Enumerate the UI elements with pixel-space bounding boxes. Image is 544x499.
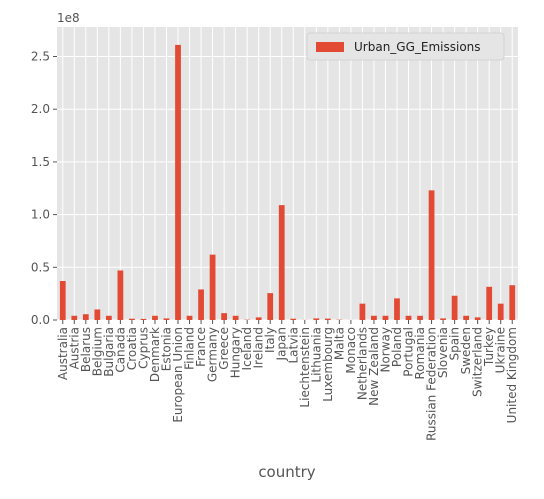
x-tick-label: Finland (183, 327, 197, 370)
y-axis: 0.0 0.5 1.0 1.5 2.0 2.5 (31, 50, 57, 327)
plot-background (57, 27, 518, 320)
x-tick-label: Ukraine (494, 327, 508, 373)
y-offset-label: 1e8 (57, 11, 80, 25)
bar (94, 309, 101, 320)
legend-swatch (316, 42, 344, 52)
x-tick-label: Australia (56, 327, 70, 380)
x-tick-label: Russian Federation (425, 327, 439, 441)
x-tick-label: United Kingdom (505, 327, 519, 423)
legend-label: Urban_GG_Emissions (354, 40, 481, 54)
bar (117, 270, 124, 320)
x-tick-label: Belarus (79, 327, 93, 372)
x-tick-label: Greece (217, 327, 231, 370)
x-tick-label: Estonia (159, 327, 173, 371)
y-tick-label: 1.5 (31, 155, 50, 169)
x-tick-label: Luxembourg (321, 327, 335, 402)
bar (440, 318, 446, 320)
bar (486, 286, 493, 320)
x-tick-label: Netherlands (355, 327, 369, 400)
bar (82, 314, 89, 320)
x-tick-label: Slovenia (436, 327, 450, 378)
bar (359, 303, 366, 320)
x-tick-label: Iceland (240, 327, 254, 370)
bar (451, 295, 458, 320)
x-tick-label: Cyprus (136, 327, 150, 369)
bar (290, 318, 297, 320)
bar (463, 315, 470, 320)
y-tick-label: 1.0 (31, 208, 50, 222)
bar (267, 293, 274, 320)
x-tick-label: European Union (171, 327, 185, 423)
legend-box (306, 32, 505, 61)
bar (209, 254, 216, 320)
bar (313, 318, 320, 320)
x-tick-label: Lithuania (309, 327, 323, 383)
x-axis-label: country (258, 463, 315, 481)
bar (405, 315, 412, 320)
bar (221, 313, 227, 320)
bar (129, 318, 135, 320)
x-tick-label: Croatia (125, 327, 139, 370)
x-tick-label: Portugal (402, 327, 416, 377)
bar (163, 318, 170, 320)
x-tick-label: Norway (378, 327, 392, 373)
x-tick-label: Hungary (229, 327, 243, 378)
x-tick-label: Malta (332, 327, 346, 360)
bar (186, 315, 193, 320)
bar (382, 315, 389, 320)
x-tick-label: New Zealand (367, 327, 381, 406)
bar (428, 190, 435, 320)
y-tick-label: 2.5 (31, 50, 50, 64)
x-tick-label: Germany (206, 327, 220, 382)
x-tick-label: Romania (413, 327, 427, 379)
x-tick-label: Sweden (459, 327, 473, 374)
x-tick-label: Bulgaria (102, 327, 116, 377)
bar (59, 281, 66, 320)
x-tick-label: Monaco (344, 327, 358, 374)
y-tick-label: 0.5 (31, 260, 50, 274)
x-tick-label: Denmark (148, 327, 162, 382)
x-tick-label: Switzerland (471, 327, 485, 397)
x-tick-label: Spain (448, 327, 462, 361)
x-tick-label: Ireland (252, 327, 266, 369)
bar (255, 317, 262, 320)
bar (175, 44, 181, 320)
x-tick-label: Poland (390, 327, 404, 367)
bar (152, 315, 158, 320)
x-tick-label: Japan (275, 327, 289, 361)
legend: Urban_GG_Emissions (306, 32, 505, 61)
bar (474, 317, 481, 320)
bar (105, 315, 112, 320)
bar (497, 303, 504, 320)
x-axis: AustraliaAustriaBelarusBelgiumBulgariaCa… (56, 320, 519, 441)
x-tick-label: Belgium (90, 327, 104, 376)
x-tick-label: Latvia (286, 327, 300, 364)
bar (198, 289, 204, 320)
bar (324, 318, 331, 320)
bar (371, 315, 377, 320)
x-tick-label: France (194, 327, 208, 367)
bar (394, 298, 400, 320)
bar (71, 315, 78, 320)
x-tick-label: Canada (113, 327, 127, 373)
x-tick-label: Austria (67, 327, 81, 369)
y-tick-label: 2.0 (31, 102, 50, 116)
bar (232, 315, 239, 320)
bar (278, 205, 285, 320)
x-tick-label: Italy (263, 327, 277, 353)
bar (509, 285, 516, 320)
x-tick-label: Liechtenstein (298, 327, 312, 408)
y-tick-label: 0.0 (31, 313, 50, 327)
bars (59, 44, 516, 320)
bar (417, 315, 423, 320)
bar (140, 318, 147, 320)
x-tick-label: Turkey (482, 327, 496, 367)
